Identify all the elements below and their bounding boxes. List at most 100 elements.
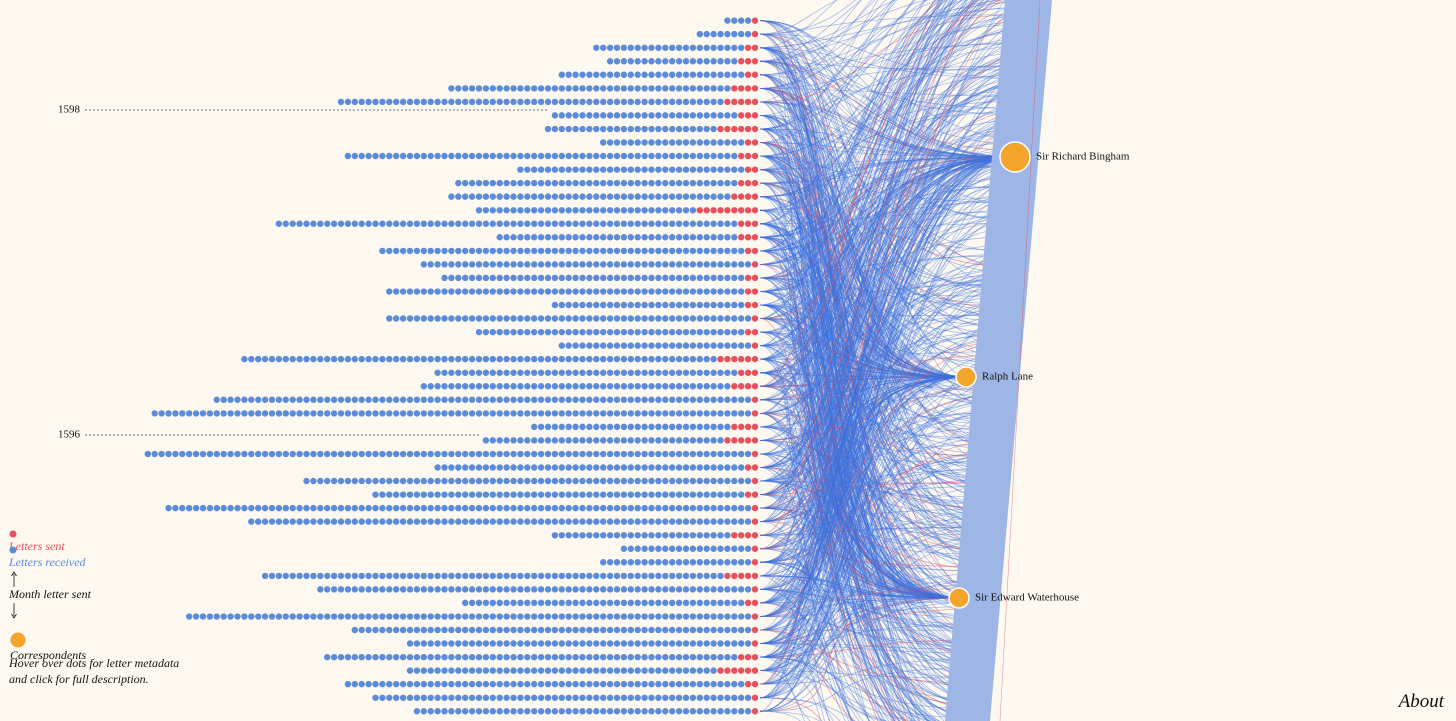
letter-dot[interactable] bbox=[544, 125, 552, 133]
letter-dot[interactable] bbox=[738, 234, 745, 241]
letter-dot[interactable] bbox=[675, 559, 683, 566]
letter-dot[interactable] bbox=[489, 193, 496, 200]
letter-dot[interactable] bbox=[475, 694, 483, 701]
letter-dot[interactable] bbox=[406, 98, 414, 106]
letter-dot[interactable] bbox=[496, 288, 503, 295]
letter-dot[interactable] bbox=[482, 640, 490, 647]
letter-dot[interactable] bbox=[648, 708, 655, 715]
letter-dot[interactable] bbox=[275, 504, 283, 512]
letter-dot[interactable] bbox=[399, 450, 407, 458]
letter-dot[interactable] bbox=[641, 274, 648, 282]
letter-dot[interactable] bbox=[606, 640, 614, 647]
letter-dot[interactable] bbox=[744, 450, 752, 458]
letter-dot[interactable] bbox=[724, 274, 731, 282]
letter-dot[interactable] bbox=[386, 288, 393, 295]
letter-dot[interactable] bbox=[689, 586, 697, 593]
letter-dot[interactable] bbox=[593, 504, 600, 512]
letter-dot[interactable] bbox=[662, 653, 669, 661]
letter-dot[interactable] bbox=[475, 98, 483, 106]
letter-dot[interactable] bbox=[358, 680, 365, 688]
letter-dot[interactable] bbox=[406, 572, 414, 580]
letter-dot[interactable] bbox=[351, 504, 358, 512]
letter-dot[interactable] bbox=[606, 342, 614, 349]
letter-dot[interactable] bbox=[537, 586, 545, 593]
letter-dot[interactable] bbox=[482, 653, 490, 661]
letter-dot[interactable] bbox=[482, 207, 490, 214]
letter-dot[interactable] bbox=[330, 220, 338, 227]
letter-dot[interactable] bbox=[468, 491, 476, 498]
letter-dot[interactable] bbox=[462, 450, 469, 458]
letter-dot[interactable] bbox=[675, 274, 683, 282]
letter-dot[interactable] bbox=[648, 274, 655, 282]
letter-dot[interactable] bbox=[455, 477, 462, 485]
letter-dot[interactable] bbox=[641, 355, 648, 363]
letter-dot[interactable] bbox=[531, 613, 538, 620]
letter-dot[interactable] bbox=[413, 491, 421, 498]
letter-dot[interactable] bbox=[586, 396, 593, 403]
letter-dot[interactable] bbox=[503, 193, 510, 200]
letter-dot[interactable] bbox=[717, 667, 724, 674]
letter-dot[interactable] bbox=[710, 477, 717, 485]
letter-dot[interactable] bbox=[682, 369, 690, 376]
letter-dot[interactable] bbox=[606, 274, 614, 282]
letter-dot[interactable] bbox=[751, 532, 759, 539]
letter-dot[interactable] bbox=[496, 261, 503, 268]
letter-dot[interactable] bbox=[744, 410, 752, 417]
letter-dot[interactable] bbox=[358, 396, 365, 403]
letter-dot[interactable] bbox=[675, 410, 683, 417]
letter-dot[interactable] bbox=[503, 396, 510, 403]
letter-dot[interactable] bbox=[606, 44, 614, 51]
letter-dot[interactable] bbox=[717, 653, 724, 661]
letter-dot[interactable] bbox=[365, 680, 372, 688]
letter-dot[interactable] bbox=[606, 464, 614, 471]
letter-dot[interactable] bbox=[551, 640, 559, 647]
letter-dot[interactable] bbox=[682, 383, 690, 390]
letter-dot[interactable] bbox=[399, 518, 407, 525]
letter-dot[interactable] bbox=[558, 680, 565, 688]
letter-dot[interactable] bbox=[593, 315, 600, 322]
letter-dot[interactable] bbox=[165, 450, 172, 458]
letter-dot[interactable] bbox=[717, 342, 724, 349]
letter-dot[interactable] bbox=[620, 112, 628, 119]
letter-dot[interactable] bbox=[613, 125, 621, 133]
letter-dot[interactable] bbox=[696, 139, 703, 146]
letter-dot[interactable] bbox=[620, 572, 628, 580]
letter-dot[interactable] bbox=[358, 518, 365, 525]
letter-dot[interactable] bbox=[482, 518, 490, 525]
letter-dot[interactable] bbox=[517, 396, 524, 403]
letter-dot[interactable] bbox=[317, 572, 324, 580]
letter-dot[interactable] bbox=[565, 152, 572, 160]
letter-dot[interactable] bbox=[593, 680, 600, 688]
letter-dot[interactable] bbox=[738, 708, 745, 715]
letter-dot[interactable] bbox=[517, 680, 524, 688]
letter-dot[interactable] bbox=[572, 450, 579, 458]
letter-dot[interactable] bbox=[620, 464, 628, 471]
letter-dot[interactable] bbox=[738, 680, 745, 688]
letter-dot[interactable] bbox=[572, 125, 579, 133]
letter-dot[interactable] bbox=[620, 437, 628, 444]
letter-dot[interactable] bbox=[710, 207, 717, 214]
letter-dot[interactable] bbox=[675, 653, 683, 661]
letter-dot[interactable] bbox=[703, 437, 710, 444]
letter-dot[interactable] bbox=[600, 342, 607, 349]
letter-dot[interactable] bbox=[703, 342, 710, 349]
letter-dot[interactable] bbox=[689, 355, 697, 363]
letter-dot[interactable] bbox=[655, 71, 662, 78]
letter-dot[interactable] bbox=[593, 274, 600, 282]
letter-dot[interactable] bbox=[420, 98, 427, 106]
letter-dot[interactable] bbox=[669, 437, 676, 444]
letter-dot[interactable] bbox=[613, 450, 621, 458]
letter-dot[interactable] bbox=[186, 504, 193, 512]
letter-dot[interactable] bbox=[689, 410, 697, 417]
letter-dot[interactable] bbox=[682, 315, 690, 322]
letter-dot[interactable] bbox=[496, 599, 503, 607]
letter-dot[interactable] bbox=[565, 694, 572, 701]
letter-dot[interactable] bbox=[344, 98, 352, 106]
letter-dot[interactable] bbox=[551, 708, 559, 715]
letter-dot[interactable] bbox=[579, 626, 586, 634]
letter-dot[interactable] bbox=[717, 179, 724, 187]
letter-dot[interactable] bbox=[738, 572, 745, 580]
letter-dot[interactable] bbox=[627, 477, 634, 485]
letter-dot[interactable] bbox=[330, 518, 338, 525]
letter-dot[interactable] bbox=[344, 504, 352, 512]
